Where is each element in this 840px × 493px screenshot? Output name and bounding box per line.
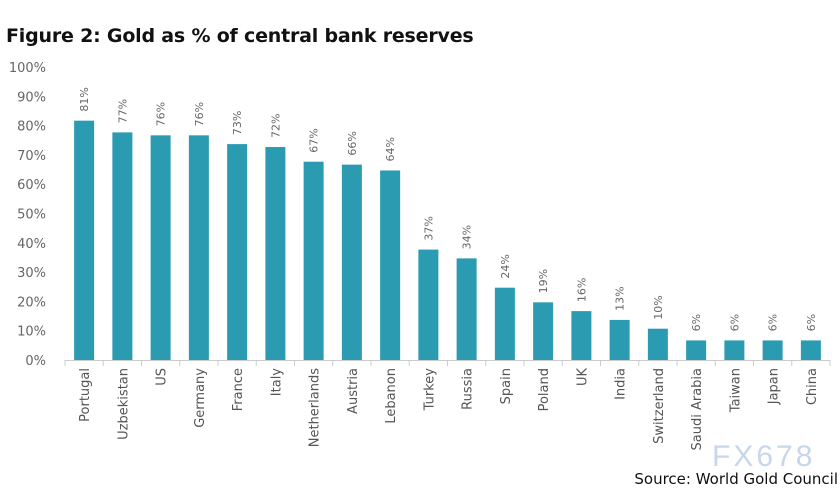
x-tick-label: China (805, 368, 820, 405)
data-label: 72% (269, 114, 282, 138)
x-tick-label: Lebanon (384, 368, 399, 424)
data-label: 34% (461, 225, 474, 249)
bar-austria (341, 164, 362, 360)
bar-taiwan (724, 340, 745, 360)
data-label: 6% (728, 314, 741, 331)
x-tick-label: Taiwan (728, 368, 743, 413)
data-label: 76% (155, 102, 168, 126)
x-tick-label: Germany (193, 368, 208, 428)
x-tick-label: UK (575, 368, 590, 387)
x-tick-label: France (231, 368, 246, 411)
data-label: 19% (537, 269, 550, 293)
y-tick-label: 10% (17, 325, 46, 340)
data-label: 76% (193, 102, 206, 126)
x-tick-label: Portugal (78, 368, 93, 422)
x-tick-label: Russia (461, 368, 476, 410)
bar-russia (456, 258, 477, 360)
source-note: Source: World Gold Council (634, 470, 838, 488)
data-label: 6% (767, 314, 780, 331)
y-tick-label: 40% (17, 237, 46, 252)
x-tick-label: Poland (537, 368, 552, 411)
bar-china (800, 340, 821, 360)
x-tick-label: Switzerland (652, 368, 667, 444)
data-label: 81% (78, 87, 91, 111)
data-label: 10% (652, 295, 665, 319)
y-tick-label: 20% (17, 295, 46, 310)
x-tick-label: Spain (499, 368, 514, 404)
data-label: 6% (690, 314, 703, 331)
data-label: 16% (575, 278, 588, 302)
watermark: FX678 (712, 440, 816, 473)
x-tick-label: Austria (346, 368, 361, 414)
bar-lebanon (380, 170, 401, 360)
y-tick-label: 60% (17, 178, 46, 193)
y-tick-label: 90% (17, 90, 46, 105)
bar-india (609, 319, 630, 360)
bar-turkey (418, 249, 439, 360)
data-label: 67% (308, 128, 321, 152)
bar-germany (188, 135, 209, 360)
bar-portugal (74, 120, 95, 360)
bar-us (150, 135, 171, 360)
chart-title: Figure 2: Gold as % of central bank rese… (6, 25, 474, 47)
bar-netherlands (303, 161, 324, 360)
x-tick-label: Netherlands (308, 368, 323, 447)
x-tick-label: US (155, 368, 170, 386)
bar-france (227, 144, 248, 360)
bar-uzbekistan (112, 132, 133, 360)
x-tick-label: Turkey (422, 368, 437, 412)
data-label: 77% (116, 99, 129, 123)
y-tick-label: 0% (25, 354, 46, 369)
data-label: 66% (346, 131, 359, 155)
data-label: 73% (231, 111, 244, 135)
x-tick-label: Italy (269, 368, 284, 397)
x-tick-label: Saudi Arabia (690, 368, 705, 451)
x-tick-label: Uzbekistan (116, 368, 131, 440)
bar-saudi-arabia (686, 340, 707, 360)
y-tick-label: 70% (17, 149, 46, 164)
bar-switzerland (647, 328, 668, 360)
bar-italy (265, 147, 286, 360)
data-label: 37% (422, 216, 435, 240)
y-tick-label: 50% (17, 208, 46, 223)
bar-uk (571, 311, 592, 360)
data-label: 6% (805, 314, 818, 331)
x-tick-label: Japan (767, 368, 782, 405)
bar-japan (762, 340, 783, 360)
y-tick-label: 30% (17, 266, 46, 281)
y-tick-label: 100% (9, 61, 46, 76)
bar-spain (494, 287, 515, 360)
data-label: 64% (384, 137, 397, 161)
x-tick-label: India (614, 368, 629, 400)
y-tick-label: 80% (17, 120, 46, 135)
data-label: 13% (614, 286, 627, 310)
bar-poland (533, 302, 554, 360)
data-label: 24% (499, 254, 512, 278)
